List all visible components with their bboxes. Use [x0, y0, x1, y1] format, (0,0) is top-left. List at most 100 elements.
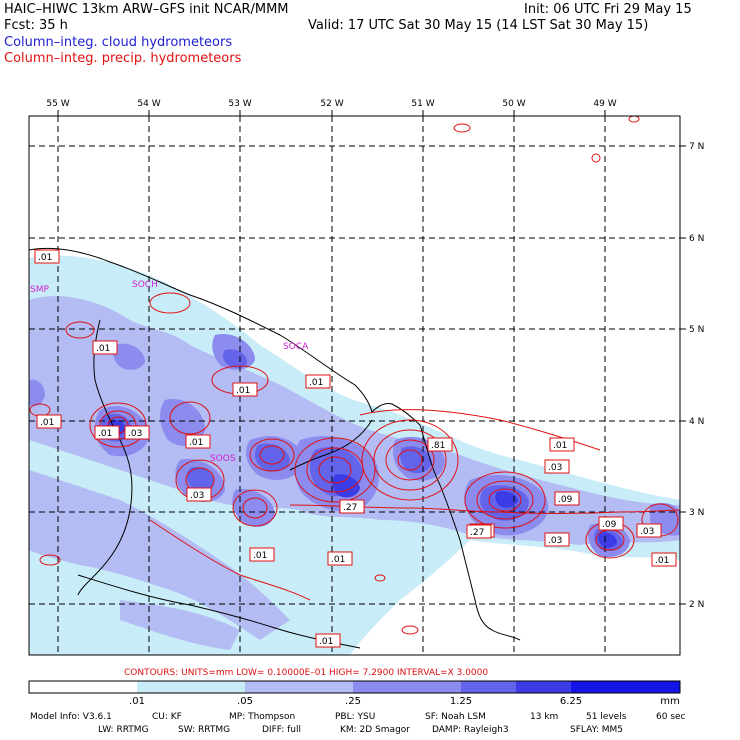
contour-label: .27: [470, 528, 484, 538]
lat-lon-grid: [29, 116, 680, 655]
contour-label-box: [232, 382, 258, 397]
colorbar-swatch: [461, 681, 516, 693]
contour-label-box: [36, 414, 62, 429]
contour-label-box: [92, 340, 118, 355]
contour-label: .03: [640, 527, 654, 537]
contour-label-box: [554, 491, 580, 506]
contour-label: .27: [343, 503, 357, 513]
title-left: HAIC–HIWC 13km ARW–GFS init NCAR/MMM: [4, 2, 289, 17]
lat-label: 5 N: [689, 325, 704, 335]
precip-contours: [29, 116, 680, 635]
contour-label: .03: [548, 463, 562, 473]
contour-label-box: [544, 459, 570, 474]
footer-item: 51 levels: [586, 712, 627, 722]
colorbar-tick: 6.25: [560, 696, 582, 707]
lat-label: 3 N: [689, 508, 704, 518]
place-label-smp: SMP: [30, 285, 49, 295]
contour-label: .81: [431, 441, 445, 451]
contour-label: .01: [253, 551, 267, 561]
footer-item: SW: RRTMG: [178, 725, 231, 735]
lat-label: 7 N: [689, 142, 704, 152]
contour-label: .01: [189, 438, 203, 448]
footer-item: DAMP: Rayleigh3: [432, 725, 509, 735]
colorbar-swatch: [137, 681, 245, 693]
lon-label: 51 W: [411, 99, 434, 109]
contour-label-box: [339, 499, 365, 514]
lon-label: 55 W: [46, 99, 69, 109]
legend-cloud: Column–integ. cloud hydrometeors: [4, 35, 233, 50]
place-label-soca: SOCA: [283, 342, 309, 352]
contour-label: .03: [548, 536, 562, 546]
init-time: Init: 06 UTC Fri 29 May 15: [524, 2, 692, 17]
contour-label-box: [544, 532, 570, 547]
forecast-hour: Fcst: 35 h: [4, 18, 68, 33]
plot-frame: [28, 115, 681, 656]
place-label-soch: SOCH: [132, 280, 158, 290]
colorbar-swatch: [29, 681, 137, 693]
footer-item: PBL: YSU: [335, 712, 376, 722]
lat-label: 6 N: [689, 234, 704, 244]
colorbar: [28, 680, 681, 694]
contour-label: .01: [96, 344, 110, 354]
contour-label-box: [427, 437, 453, 452]
contour-label-box: [598, 516, 624, 531]
contour-label: .01: [319, 637, 333, 647]
footer-item: Model Info: V3.6.1: [30, 712, 112, 722]
contour-label-box: [249, 547, 275, 562]
footer-item: KM: 2D Smagor: [340, 725, 410, 735]
colorbar-tick: .01: [129, 696, 145, 707]
coastline: [29, 247, 521, 649]
lon-label: 50 W: [502, 99, 525, 109]
contour-label-box: [651, 552, 677, 567]
colorbar-unit: mm: [660, 696, 679, 707]
contour-label-box: [549, 437, 575, 452]
colorbar-swatch: [571, 681, 680, 693]
legend-precip: Column–integ. precip. hydrometeors: [4, 51, 242, 66]
contour-label-box: [327, 551, 353, 566]
axis-ticks: [57, 110, 686, 605]
contour-label: .01: [98, 429, 112, 439]
contour-label: .09: [558, 495, 573, 505]
footer-item: 60 sec: [656, 712, 686, 722]
contour-label-box: [124, 425, 150, 440]
colorbar-tick: .25: [345, 696, 361, 707]
lat-labels: 7 N 6 N 5 N 4 N 3 N 2 N: [689, 142, 704, 610]
contour-label: .01: [236, 386, 250, 396]
contours-info: CONTOURS: UNITS=mm LOW= 0.10000E–01 HIGH…: [124, 668, 489, 678]
contour-label: .03: [190, 491, 204, 501]
lat-label: 2 N: [689, 600, 704, 610]
colorbar-tick: 1.25: [450, 696, 472, 707]
contour-label-box: [185, 434, 211, 449]
lon-label: 54 W: [137, 99, 160, 109]
contour-label: .01: [309, 378, 323, 388]
colorbar-swatch: [353, 681, 461, 693]
contour-label: .09: [602, 520, 617, 530]
colorbar-swatch: [516, 681, 571, 693]
colorbar-swatch: [245, 681, 353, 693]
footer-item: MP: Thompson: [229, 712, 296, 722]
footer-item: DIFF: full: [262, 725, 302, 735]
contour-label-box: [315, 633, 341, 648]
contour-label: .01: [331, 555, 345, 565]
contour-labels: .01 .01 .01 .01 .01 .81 .03 .01 .03 .01 .27 .03 .01.…: [34, 249, 677, 648]
lat-label: 4 N: [689, 417, 704, 427]
lon-label: 53 W: [228, 99, 251, 109]
contour-label: .01: [40, 418, 54, 428]
lon-labels: 55 W 54 W 53 W 52 W 51 W 50 W 49 W: [46, 99, 616, 109]
map-plot-area: [29, 116, 680, 655]
lon-label: 49 W: [593, 99, 616, 109]
footer-item: LW: RRTMG: [98, 725, 149, 735]
contour-label-box: [305, 374, 331, 389]
place-labels: SMP SOCH SOCA SOOS: [30, 280, 309, 464]
place-label-soos: SOOS: [210, 454, 236, 464]
footer-item: 13 km: [530, 712, 559, 722]
contour-label: .03: [128, 429, 142, 439]
footer-item: SF: Noah LSM: [425, 712, 486, 722]
valid-time: Valid: 17 UTC Sat 30 May 15 (14 LST Sat …: [308, 18, 649, 33]
lon-label: 52 W: [320, 99, 343, 109]
contour-label-box: [636, 523, 662, 538]
contour-label: .01: [38, 253, 52, 263]
colorbar-ticks: .01 .05 .25 1.25 6.25 mm: [129, 696, 680, 707]
contour-label-box: [466, 524, 492, 539]
